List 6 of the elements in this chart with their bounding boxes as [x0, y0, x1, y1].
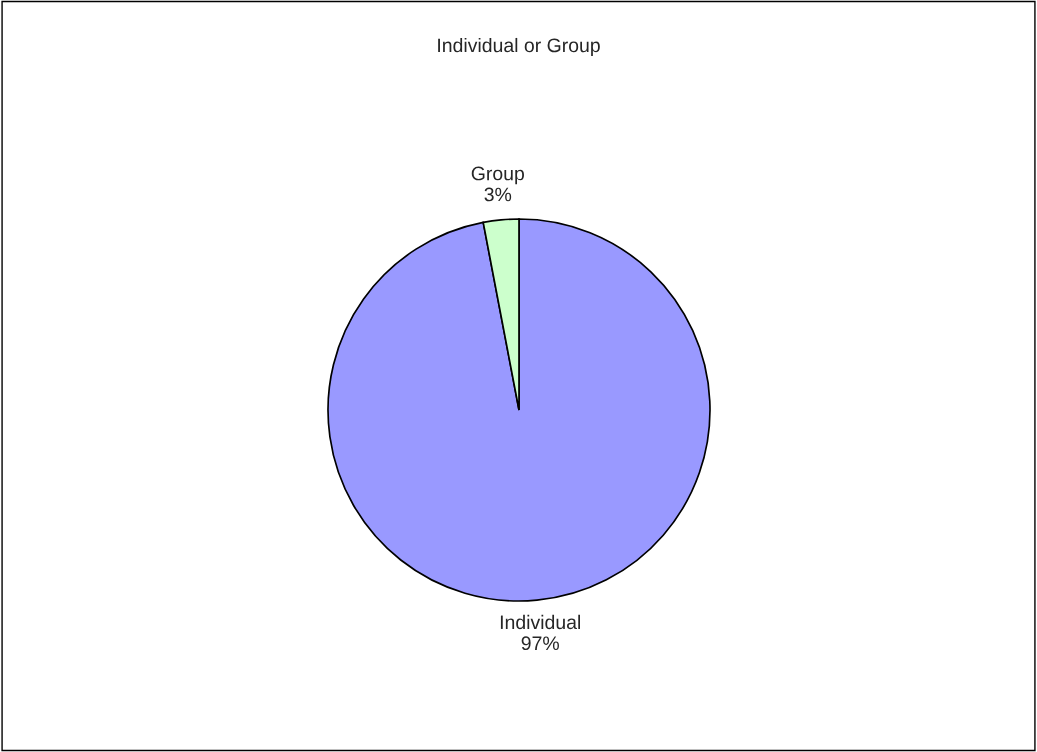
data-label: 97% — [521, 636, 559, 651]
slice-label: Individual — [500, 614, 580, 630]
pie-slice — [327, 218, 711, 602]
slice-label: Group — [471, 166, 524, 185]
chart-title: Individual or Group — [438, 37, 600, 57]
data-label: 3% — [484, 187, 512, 202]
